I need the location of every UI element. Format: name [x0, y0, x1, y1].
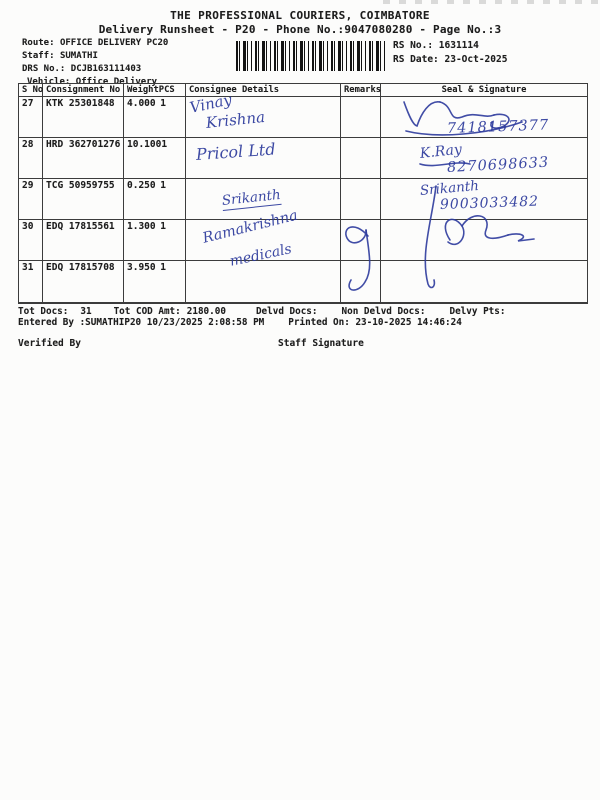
tot-cod-value: 2180.00 [186, 306, 226, 317]
row30-weight-pcs: 1.300 1 [124, 220, 186, 261]
entered-printed-line: Entered By :SUMATHIP20 10/23/2025 2:08:5… [18, 317, 462, 328]
route-label: Route: [22, 38, 55, 48]
row29-seal-cell [381, 179, 587, 220]
vehicle-label: Vehicle: [27, 77, 71, 87]
verified-by-label: Verified By [18, 338, 81, 349]
row30-consignment: EDQ 17815561 [43, 220, 124, 261]
row31-pcs: 1 [160, 262, 166, 273]
row27-sno: 27 [19, 97, 43, 138]
signature-flourish-28 [419, 162, 471, 167]
row28-sno: 28 [19, 138, 43, 179]
row27-consignment: KTK 25301848 [43, 97, 124, 138]
row31-sno: 31 [19, 261, 43, 302]
row30-pcs: 1 [160, 221, 166, 232]
rs-date-label: RS Date: [393, 53, 439, 65]
row28-seal-cell [381, 138, 587, 179]
row29-remarks-cell [341, 179, 381, 220]
staff-value: SUMATHI [59, 51, 98, 61]
route-value: OFFICE DELIVERY PC20 [59, 38, 169, 48]
rs-date-value: 23-Oct-2025 [444, 53, 508, 65]
row31-consignment: EDQ 17815708 [43, 261, 124, 302]
row28-weight: 10.100 [127, 139, 162, 150]
row27-weight-pcs: 4.000 1 [124, 97, 186, 138]
route-line: Route: OFFICE DELIVERY PC20 [22, 37, 168, 50]
signature-scribble-remarks-30 [345, 226, 371, 291]
vehicle-line: Vehicle: Office Delivery [22, 76, 168, 89]
tot-docs-value: 31 [80, 306, 92, 317]
printed-on: Printed On: 23-10-2025 14:46:24 [288, 317, 462, 328]
barcode [236, 41, 386, 71]
meta-block-right: RS No.: 1631114 RS Date: 23-Oct-2025 [393, 39, 507, 66]
row30-consignee-cell [186, 220, 341, 261]
row29-pcs: 1 [160, 180, 166, 191]
signature-scribble-27 [403, 101, 523, 136]
row31-weight: 3.950 [127, 262, 156, 273]
row31-consignee-cell [186, 261, 341, 302]
row28-remarks-cell [341, 138, 381, 179]
row29-consignment: TCG 50959755 [43, 179, 124, 220]
delvy-pts-label: Delvy Pts: [449, 306, 506, 317]
col-header-remarks: Remarks [341, 84, 381, 97]
row30-weight: 1.300 [127, 221, 156, 232]
row29-weight: 0.250 [127, 180, 156, 191]
drs-label: DRS No.: [22, 64, 66, 74]
tot-cod-label: Tot COD Amt: [113, 306, 181, 317]
rs-no-value: 1631114 [438, 40, 479, 51]
col-header-pcs: PCS [158, 85, 175, 95]
row30-sno: 30 [19, 220, 43, 261]
drs-line: DRS No.: DCJB163111403 [22, 63, 168, 76]
row30-seal-cell [381, 220, 587, 261]
col-header-weight: Weight [127, 85, 159, 95]
consignment-table: S No Consignment No Weight PCS Consignee … [18, 83, 588, 304]
row29-sno: 29 [19, 179, 43, 220]
scan-cutoff-artifact [383, 0, 600, 4]
row30-remarks-cell [341, 220, 381, 261]
row28-consignee-cell [186, 138, 341, 179]
row31-weight-pcs: 3.950 1 [124, 261, 186, 302]
row27-remarks-cell [341, 97, 381, 138]
row29-weight-pcs: 0.250 1 [124, 179, 186, 220]
meta-block-left: Route: OFFICE DELIVERY PC20 Staff: SUMAT… [22, 37, 168, 89]
row27-weight: 4.000 [127, 98, 156, 109]
row28-consignment: HRD 362701276 [43, 138, 124, 179]
row28-pcs: 1 [161, 139, 168, 150]
rs-date-line: RS Date: 23-Oct-2025 [393, 53, 507, 67]
totals-line: Tot Docs: 31 Tot COD Amt: 2180.00 Delvd Docs… [18, 306, 505, 317]
col-header-consignee: Consignee Details [186, 84, 341, 97]
col-header-sno: S No [19, 84, 43, 97]
staff-line: Staff: SUMATHI [22, 50, 168, 63]
col-header-weight-pcs: Weight PCS [124, 84, 186, 97]
staff-label: Staff: [22, 51, 55, 61]
drs-value: DCJB163111403 [70, 64, 142, 74]
non-delvd-docs-label: Non Delvd Docs: [341, 306, 426, 317]
rs-no-label: RS No.: [393, 40, 434, 51]
staff-signature-label: Staff Signature [278, 338, 364, 349]
col-header-consignment: Consignment No [43, 84, 124, 97]
row27-seal-cell [381, 97, 587, 138]
company-title: THE PROFESSIONAL COURIERS, COIMBATORE [170, 9, 430, 22]
col-header-seal: Seal & Signature [381, 84, 587, 97]
delvd-docs-label: Delvd Docs: [255, 306, 318, 317]
entered-by: Entered By :SUMATHIP20 10/23/2025 2:08:5… [18, 317, 265, 328]
tot-docs-label: Tot Docs: [18, 306, 69, 317]
row27-pcs: 1 [160, 98, 166, 109]
signature-scribble-seal-30 [424, 185, 535, 289]
vehicle-value: Office Delivery [75, 77, 158, 87]
row31-remarks-cell [341, 261, 381, 302]
row29-consignee-cell [186, 179, 341, 220]
rs-no-line: RS No.: 1631114 [393, 39, 507, 53]
row27-consignee-cell [186, 97, 341, 138]
row28-weight-pcs: 10.100 1 [124, 138, 186, 179]
runsheet-subtitle: Delivery Runsheet - P20 - Phone No.:9047… [98, 23, 502, 36]
